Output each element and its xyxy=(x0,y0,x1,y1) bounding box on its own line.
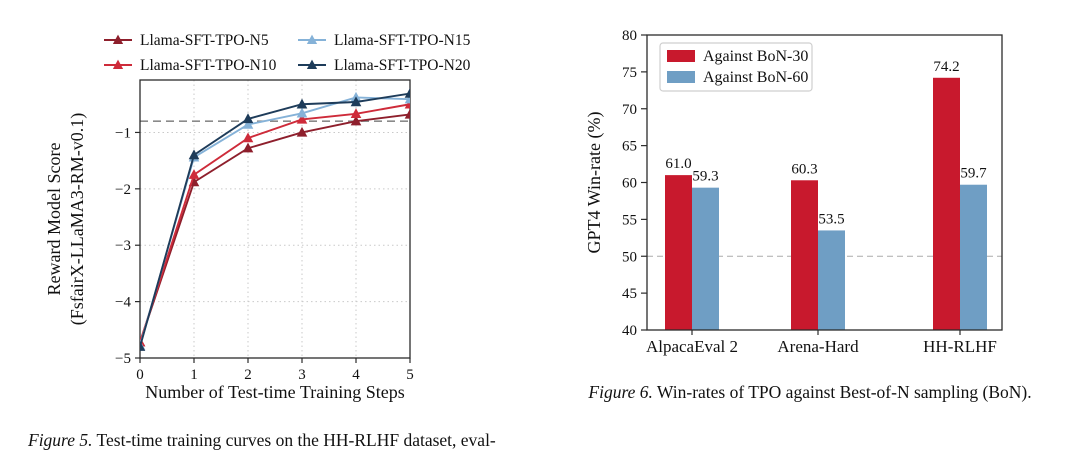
legend-label: Against BoN-30 xyxy=(703,48,808,65)
figure6-caption-text: Win-rates of TPO against Best-of-N sampl… xyxy=(652,382,1032,402)
figure6-bar-chart: 61.059.3 60.3 53.5 74.2 59.7 40 45 50 55 60 65 70 75… xyxy=(584,28,1003,356)
data-point-marker-Llama-SFT-TPO-N10 xyxy=(296,113,308,124)
series-line-Llama-SFT-TPO-N20 xyxy=(140,92,410,347)
y-tick-label: 55 xyxy=(622,212,637,228)
y-tick-label: −2 xyxy=(115,182,131,198)
y-axis-label-line2: (FsfairX-LLaMA3-RM-v0.1) xyxy=(67,113,88,325)
bar-value-label: 59.7 xyxy=(960,166,987,182)
y-axis-label: GPT4 Win-rate (%) xyxy=(584,112,605,254)
data-point-marker-Llama-SFT-TPO-N5 xyxy=(404,108,410,119)
data-point-marker-Llama-SFT-TPO-N10 xyxy=(188,169,200,179)
legend-item-Llama-SFT-TPO-N15: Llama-SFT-TPO-N15 xyxy=(298,32,471,49)
data-point-marker-Llama-SFT-TPO-N5 xyxy=(296,126,308,137)
figure5-caption: Figure 5. Test-time training curves on t… xyxy=(28,430,548,452)
y-axis-label-line1: Reward Model Score xyxy=(44,143,64,296)
x-tick-label: 1 xyxy=(190,367,198,383)
bar-value-label: 61.0 xyxy=(665,156,691,172)
legend-label: Llama-SFT-TPO-N10 xyxy=(140,57,277,74)
legend-label: Llama-SFT-TPO-N15 xyxy=(334,32,471,49)
data-point-marker-Llama-SFT-TPO-N10 xyxy=(350,108,362,119)
category-label: HH-RLHF xyxy=(923,337,997,356)
x-tick-label: 0 xyxy=(136,367,144,383)
data-point-marker-Llama-SFT-TPO-N20 xyxy=(188,149,200,160)
data-point-marker-Llama-SFT-TPO-N15 xyxy=(404,93,410,104)
data-point-marker-Llama-SFT-TPO-N20 xyxy=(296,98,308,109)
series-Llama-SFT-TPO-N5 xyxy=(140,108,410,347)
y-tick-label: 75 xyxy=(622,65,637,81)
data-point-marker-Llama-SFT-TPO-N20 xyxy=(350,96,362,107)
y-tick-label: 65 xyxy=(622,139,637,155)
data-point-marker-Llama-SFT-TPO-N20 xyxy=(140,341,146,351)
y-tick-label: 70 xyxy=(622,102,637,118)
x-tick-label: 4 xyxy=(352,367,360,383)
legend-item-Llama-SFT-TPO-N5: Llama-SFT-TPO-N5 xyxy=(104,32,269,49)
series-line-Llama-SFT-TPO-N5 xyxy=(140,113,410,343)
bar-Arena-Hard-Against BoN-60 xyxy=(818,230,845,330)
legend-frame xyxy=(659,42,813,92)
y-tick-label: −4 xyxy=(115,295,131,311)
legend-swatch-Against BoN-60 xyxy=(667,71,695,83)
figure6-caption: Figure 6. Win-rates of TPO against Best-… xyxy=(540,382,1080,404)
category-label: AlpacaEval 2 xyxy=(646,337,738,356)
data-point-marker-Llama-SFT-TPO-N10 xyxy=(242,132,254,143)
data-point-marker-Llama-SFT-TPO-N15 xyxy=(296,107,308,118)
figure5-caption-label: Figure 5. xyxy=(28,430,93,450)
data-point-marker-Llama-SFT-TPO-N20 xyxy=(242,113,254,124)
bar-HH-RLHF-Against BoN-60 xyxy=(960,184,987,330)
bar-AlpacaEval 2-Against BoN-60 xyxy=(692,187,719,330)
bar-value-label: 60.3 xyxy=(791,161,817,177)
figure5-line-chart: 0 1 2 3 4 5 −5 −4 −3 −2 −1 Number of Test-time Trai… xyxy=(44,32,471,402)
y-tick-label: 40 xyxy=(622,323,637,339)
legend-item-Llama-SFT-TPO-N20: Llama-SFT-TPO-N20 xyxy=(298,57,471,74)
x-tick-label: 3 xyxy=(298,367,306,383)
y-tick-label: −3 xyxy=(115,238,131,254)
x-tick-label: 5 xyxy=(406,367,414,383)
legend-label: Llama-SFT-TPO-N20 xyxy=(334,57,471,74)
y-tick-label: 80 xyxy=(622,28,637,44)
series-Llama-SFT-TPO-N10 xyxy=(140,98,410,347)
legend-marker-icon xyxy=(112,59,124,70)
data-point-marker-Llama-SFT-TPO-N5 xyxy=(242,142,254,153)
bar-value-label: 53.5 xyxy=(818,211,844,227)
bar-value-label: 74.2 xyxy=(933,59,959,75)
series-Llama-SFT-TPO-N20 xyxy=(140,87,410,351)
data-point-marker-Llama-SFT-TPO-N10 xyxy=(404,98,410,109)
series-Llama-SFT-TPO-N15 xyxy=(140,91,410,350)
legend-item-Llama-SFT-TPO-N10: Llama-SFT-TPO-N10 xyxy=(104,57,277,74)
x-axis-label: Number of Test-time Training Steps xyxy=(145,382,404,402)
data-point-marker-Llama-SFT-TPO-N15 xyxy=(242,118,254,129)
y-tick-label: −1 xyxy=(115,125,131,141)
data-point-marker-Llama-SFT-TPO-N5 xyxy=(350,115,362,126)
data-point-marker-Llama-SFT-TPO-N20 xyxy=(404,87,410,98)
legend-marker-icon xyxy=(306,34,318,45)
y-tick-label: 60 xyxy=(622,176,637,192)
legend-marker-icon xyxy=(112,34,124,45)
legend-label: Against BoN-60 xyxy=(703,69,808,86)
category-label: Arena-Hard xyxy=(777,337,859,356)
legend-label: Llama-SFT-TPO-N5 xyxy=(140,32,269,49)
bar-HH-RLHF-Against BoN-30 xyxy=(933,77,960,331)
bar-Arena-Hard-Against BoN-30 xyxy=(791,180,818,330)
plot-border xyxy=(139,79,411,359)
figure5-caption-text: Test-time training curves on the HH-RLHF… xyxy=(92,430,496,450)
series-line-Llama-SFT-TPO-N10 xyxy=(140,103,410,343)
y-tick-label: −5 xyxy=(115,351,131,367)
legend-box: Against BoN-30 Against BoN-60 xyxy=(659,42,813,92)
figure6-caption-label: Figure 6. xyxy=(588,382,653,402)
x-tick-label: 2 xyxy=(244,367,252,383)
legend-marker-icon xyxy=(306,59,318,70)
legend-swatch-Against BoN-30 xyxy=(667,50,695,62)
bar-value-label: 59.3 xyxy=(692,169,718,185)
bar-AlpacaEval 2-Against BoN-30 xyxy=(665,175,692,330)
y-tick-label: 45 xyxy=(622,286,637,302)
y-tick-label: 50 xyxy=(622,249,637,265)
